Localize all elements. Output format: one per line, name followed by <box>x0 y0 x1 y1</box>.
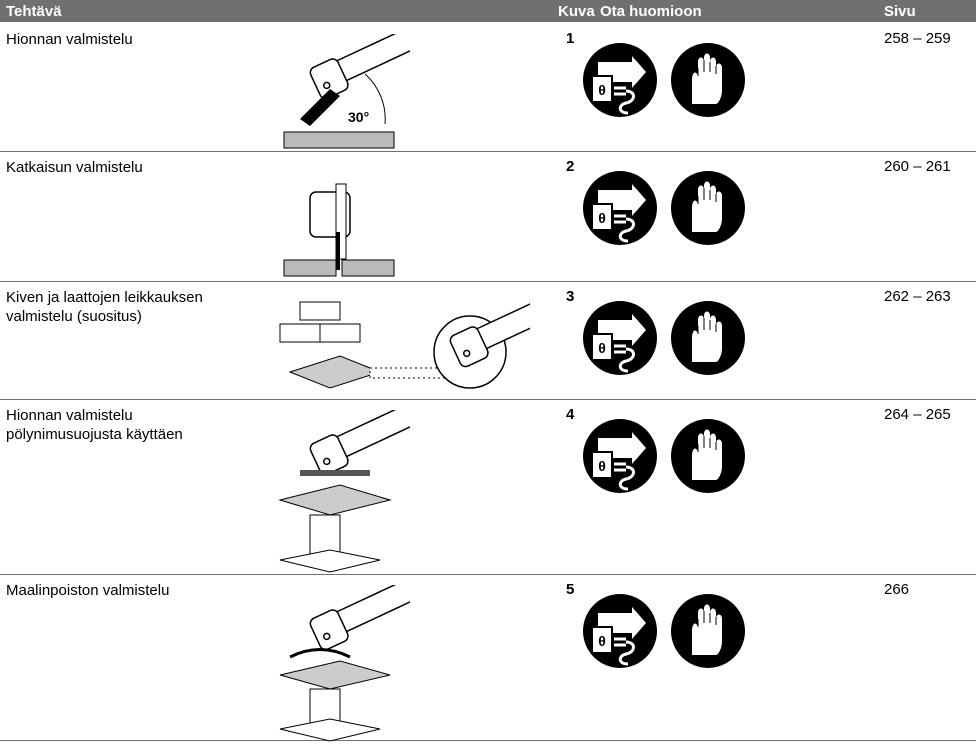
safety-icons: θ <box>583 419 745 493</box>
svg-text:θ: θ <box>598 633 606 649</box>
task-cell: Hionnan valmistelu pölynimusuojusta käytt… <box>6 406 183 444</box>
icons: θ <box>580 418 760 503</box>
icons: θ <box>580 593 760 678</box>
header-cell: Ota huomioon <box>600 3 702 20</box>
task-cell: Kiven ja laattojen leikkauksen valmistelu… <box>6 288 203 326</box>
figure-number: 2 <box>566 158 575 175</box>
task-cell: Hionnan valmistelu <box>6 30 133 49</box>
illustration: 30° <box>270 27 419 159</box>
page-range: 260 – 261 <box>884 158 951 175</box>
svg-text:θ: θ <box>598 210 606 226</box>
icons: θ <box>580 170 760 255</box>
task-line: Hionnan valmistelu <box>6 407 133 424</box>
task-line: Katkaisun valmistelu <box>6 159 143 176</box>
header-cell: Kuva <box>558 3 595 20</box>
page-range: 266 <box>884 581 910 598</box>
table-row: Kiven ja laattojen leikkauksen valmistelu… <box>0 282 976 400</box>
page-range: 258 – 259 <box>884 30 951 47</box>
illustration <box>270 292 559 407</box>
figure-number: 4 <box>566 406 575 423</box>
header-cell: Tehtävä <box>6 3 62 20</box>
table-header: Tehtävä Kuva Ota huomioon Sivu <box>0 0 976 22</box>
angle-label: 30° <box>348 109 369 125</box>
svg-text:θ: θ <box>598 458 606 474</box>
figure-number: 1 <box>566 30 575 47</box>
safety-icons: θ <box>583 594 745 668</box>
task-line: Maalinpoiston valmistelu <box>6 582 170 599</box>
safety-icons: θ <box>583 171 745 245</box>
table-row: Hionnan valmistelu 30° 1 θ 258 – 259 <box>0 24 976 152</box>
svg-text:θ: θ <box>598 340 606 356</box>
figure-number: 3 <box>566 288 575 305</box>
task-cell: Katkaisun valmistelu <box>6 158 143 177</box>
task-line: valmistelu (suositus) <box>6 308 142 325</box>
table-row: Maalinpoiston valmistelu 5 θ 266 <box>0 575 976 742</box>
page-range: 262 – 263 <box>884 288 951 305</box>
task-line: Hionnan valmistelu <box>6 31 133 48</box>
safety-icons: θ <box>583 301 745 375</box>
icons: θ <box>580 42 760 127</box>
table-row: Katkaisun valmistelu 2 θ 260 – 261 <box>0 152 976 282</box>
task-line: pölynimusuojusta käyttäen <box>6 426 183 443</box>
svg-text:θ: θ <box>598 82 606 98</box>
page-range: 264 – 265 <box>884 406 951 423</box>
illustration <box>270 403 419 585</box>
task-cell: Maalinpoiston valmistelu <box>6 581 169 600</box>
safety-icons: θ <box>583 43 745 117</box>
table-row: Hionnan valmistelu pölynimusuojusta käytt… <box>0 400 976 575</box>
illustration <box>270 162 410 287</box>
header-cell: Sivu <box>884 3 916 20</box>
task-line: Kiven ja laattojen leikkauksen <box>6 289 203 306</box>
figure-number: 5 <box>566 581 575 598</box>
illustration <box>270 578 419 750</box>
icons: θ <box>580 300 760 385</box>
